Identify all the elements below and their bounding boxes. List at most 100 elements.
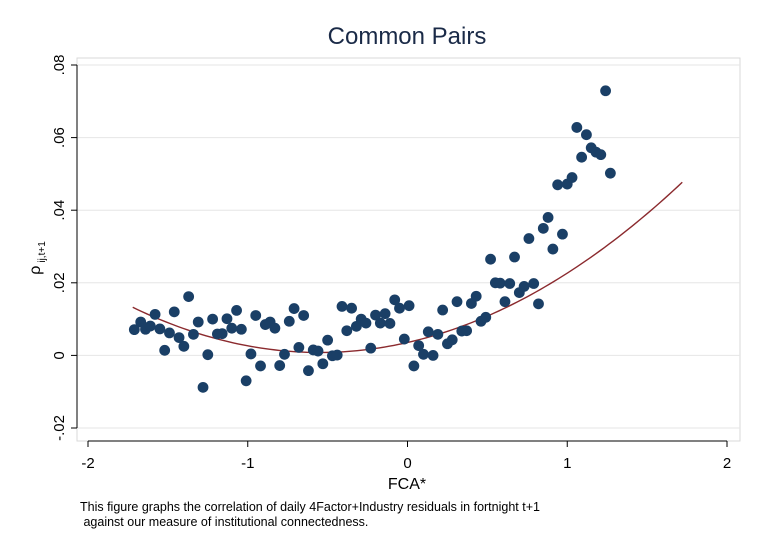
data-point xyxy=(528,278,540,289)
data-point xyxy=(202,349,214,361)
data-points xyxy=(128,85,616,393)
data-point xyxy=(566,172,578,183)
data-point xyxy=(168,306,180,318)
data-point xyxy=(197,381,209,393)
scatter-chart: -.02 0 .02 .04 .06 .08 -2 -1 0 1 2 Common Pairs FC… xyxy=(27,23,741,493)
data-point xyxy=(427,350,439,361)
data-point xyxy=(509,251,520,263)
x-tick-label: 0 xyxy=(403,455,411,472)
data-point xyxy=(279,348,290,360)
data-point xyxy=(303,365,314,377)
data-point xyxy=(178,340,190,352)
data-point xyxy=(504,278,516,289)
data-point xyxy=(188,328,199,340)
data-point xyxy=(269,322,281,334)
chart-title: Common Pairs xyxy=(328,23,487,50)
data-point xyxy=(159,344,171,356)
data-point xyxy=(274,360,286,371)
x-tick-label: 2 xyxy=(723,455,731,472)
fit-curve-layer xyxy=(132,181,683,354)
data-point xyxy=(408,360,420,372)
data-point xyxy=(365,342,377,354)
data-point xyxy=(480,311,492,323)
data-point xyxy=(413,340,425,351)
data-point xyxy=(183,291,195,302)
y-tick-label: .02 xyxy=(51,272,68,293)
data-point xyxy=(446,334,458,346)
data-point xyxy=(432,328,444,340)
data-point xyxy=(595,149,607,161)
data-point xyxy=(250,310,262,321)
data-point xyxy=(437,304,449,316)
x-axis-label: FCA* xyxy=(388,476,426,493)
data-point xyxy=(293,342,305,353)
data-point xyxy=(389,294,401,306)
data-point xyxy=(298,310,310,321)
fit-curve xyxy=(132,181,683,354)
data-point xyxy=(255,360,266,372)
grid-lines xyxy=(76,57,741,442)
data-point xyxy=(226,322,238,334)
data-point xyxy=(221,313,233,325)
data-point xyxy=(322,334,334,346)
data-point xyxy=(557,228,568,240)
axes: -.02 0 .02 .04 .06 .08 -2 -1 0 1 2 xyxy=(51,55,731,472)
y-axis-label-sub: ij,t+1 xyxy=(37,241,48,263)
data-point xyxy=(552,179,564,191)
caption-line-1: This figure graphs the correlation of da… xyxy=(80,500,540,514)
data-point xyxy=(533,298,544,310)
y-tick-label: .06 xyxy=(51,127,68,148)
data-point xyxy=(370,309,381,321)
data-point xyxy=(542,212,554,223)
data-point xyxy=(149,308,161,320)
data-point xyxy=(485,253,496,265)
y-tick-label: .08 xyxy=(51,55,68,76)
data-point xyxy=(235,323,247,335)
x-tick-label: -1 xyxy=(241,455,254,472)
data-point xyxy=(360,317,372,329)
data-point xyxy=(164,327,175,339)
data-point xyxy=(154,323,166,335)
x-tick-label: -2 xyxy=(81,455,94,472)
y-axis-label-main: ρ xyxy=(27,266,44,275)
data-point xyxy=(288,303,300,314)
data-point xyxy=(537,222,549,234)
data-point xyxy=(494,277,506,289)
data-point xyxy=(240,375,252,387)
data-point xyxy=(231,304,242,316)
data-point xyxy=(461,325,473,337)
data-point xyxy=(470,290,482,302)
data-point xyxy=(547,243,559,255)
data-point xyxy=(604,167,616,179)
data-point xyxy=(403,300,415,312)
x-tick-label: 1 xyxy=(563,455,571,472)
data-point xyxy=(581,129,592,141)
data-point xyxy=(499,296,511,308)
data-point xyxy=(518,281,530,292)
y-tick-label: 0 xyxy=(51,351,68,359)
data-point xyxy=(192,316,204,328)
figure-caption: This figure graphs the correlation of da… xyxy=(80,500,540,530)
y-tick-label: .04 xyxy=(51,200,68,221)
data-point xyxy=(128,324,140,336)
data-point xyxy=(394,302,405,314)
data-point xyxy=(341,325,353,337)
y-tick-label: -.02 xyxy=(51,415,68,441)
data-point xyxy=(379,308,391,320)
data-point xyxy=(312,345,324,357)
data-point xyxy=(216,328,228,340)
data-point xyxy=(523,233,535,244)
data-point xyxy=(144,320,156,332)
data-point xyxy=(398,333,410,345)
plot-frame xyxy=(76,57,741,442)
data-point xyxy=(374,317,386,329)
caption-line-2: against our measure of institutional con… xyxy=(80,515,369,529)
svg-text:ρij,t+1: ρ ij,t+1 xyxy=(27,241,48,275)
data-point xyxy=(331,349,343,361)
data-point xyxy=(207,313,219,325)
data-point xyxy=(576,151,588,163)
data-point xyxy=(283,315,295,327)
data-point xyxy=(336,300,348,312)
data-point xyxy=(384,318,396,329)
data-point xyxy=(422,326,434,338)
